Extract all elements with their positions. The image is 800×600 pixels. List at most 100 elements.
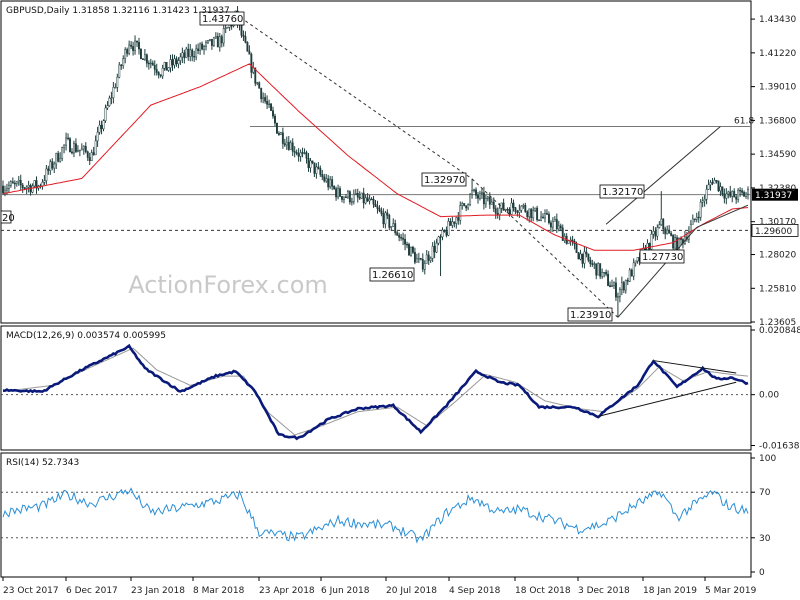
candle-body bbox=[528, 208, 531, 218]
candle-body bbox=[258, 82, 261, 89]
candle-body bbox=[380, 210, 383, 214]
candle-body bbox=[23, 187, 26, 189]
level-box bbox=[751, 223, 799, 237]
candle-body bbox=[423, 263, 426, 270]
x-tick-label: 23 Oct 2017 bbox=[3, 586, 59, 596]
candle-body bbox=[717, 180, 720, 192]
candle-body bbox=[343, 196, 345, 200]
candle-body bbox=[25, 186, 28, 189]
candle-body bbox=[13, 182, 16, 185]
candle-body bbox=[465, 205, 468, 209]
annotation-label: 1.23910 bbox=[570, 310, 611, 321]
candle-body bbox=[727, 191, 730, 195]
moving-average-line bbox=[2, 63, 749, 251]
candle-body bbox=[695, 216, 698, 220]
candle-body bbox=[557, 225, 560, 230]
candle-body bbox=[57, 153, 60, 162]
candle-body bbox=[352, 194, 355, 202]
candle-body bbox=[183, 52, 186, 58]
candle-body bbox=[63, 144, 66, 148]
candle-body bbox=[437, 236, 440, 244]
candle-body bbox=[366, 197, 369, 202]
candle-body bbox=[364, 197, 367, 204]
macd-line bbox=[2, 343, 749, 441]
candle-body bbox=[9, 181, 12, 186]
candle-body bbox=[321, 174, 324, 178]
candle-body bbox=[41, 182, 44, 187]
macd-panel-frame bbox=[0, 325, 752, 451]
candle-body bbox=[518, 210, 521, 213]
candle-body bbox=[53, 163, 56, 169]
candle-body bbox=[652, 231, 655, 235]
candle-body bbox=[595, 263, 598, 276]
candle-body bbox=[100, 124, 103, 130]
candle-body bbox=[473, 189, 475, 192]
candle-body bbox=[112, 87, 115, 99]
trend-lines bbox=[235, 13, 749, 318]
candle-body bbox=[138, 42, 140, 50]
candle-body bbox=[277, 133, 280, 135]
candle-body bbox=[362, 192, 365, 204]
candle-body bbox=[274, 115, 276, 124]
candle-body bbox=[709, 182, 712, 186]
candle-body bbox=[337, 188, 340, 198]
rsi-title: RSI(14) 52.7343 bbox=[6, 458, 79, 468]
annotation-box bbox=[421, 172, 467, 187]
rsi-line bbox=[2, 487, 749, 544]
candle-body bbox=[561, 227, 564, 241]
candle-body bbox=[307, 157, 310, 169]
channel-upper bbox=[605, 126, 721, 225]
candle-body bbox=[86, 151, 89, 158]
macd-tick-label: 0.00 bbox=[759, 391, 779, 401]
candle-body bbox=[7, 185, 10, 189]
candle-body bbox=[207, 40, 209, 43]
candle-body bbox=[305, 152, 308, 159]
candle-body bbox=[254, 67, 257, 84]
candle-body bbox=[559, 225, 562, 229]
candle-body bbox=[208, 38, 211, 41]
candle-body bbox=[666, 229, 669, 235]
candle-body bbox=[104, 107, 107, 121]
price-tick-label: 1.43430 bbox=[759, 15, 796, 25]
candle-body bbox=[348, 191, 351, 203]
candle-body bbox=[406, 243, 408, 246]
candle-body bbox=[711, 182, 714, 184]
fib-label: 61.8 bbox=[734, 116, 754, 126]
price-tick-label: 1.32380 bbox=[759, 184, 796, 194]
annotation-label: 1.26610 bbox=[372, 270, 413, 281]
candle-body bbox=[530, 208, 533, 219]
candle-body bbox=[427, 254, 430, 261]
candle-body bbox=[400, 237, 403, 239]
candle-body bbox=[88, 157, 91, 161]
candle-body bbox=[281, 132, 284, 144]
candle-body bbox=[433, 245, 436, 253]
candle-body bbox=[585, 251, 588, 255]
candle-body bbox=[69, 138, 71, 153]
candle-body bbox=[285, 141, 288, 146]
candle-body bbox=[35, 180, 38, 189]
channel-lower bbox=[696, 204, 749, 228]
candle-body bbox=[691, 218, 694, 225]
candle-body bbox=[108, 97, 111, 106]
candle-body bbox=[508, 209, 511, 215]
candle-body bbox=[524, 204, 527, 212]
rsi-tick-label: 100 bbox=[759, 454, 776, 464]
candle-body bbox=[47, 168, 50, 171]
candle-body bbox=[597, 263, 600, 276]
candle-body bbox=[301, 152, 304, 154]
candle-body bbox=[256, 82, 259, 84]
candle-body bbox=[674, 237, 677, 249]
candle-body bbox=[516, 211, 519, 213]
candle-body bbox=[632, 262, 635, 277]
x-tick-label: 6 Dec 2017 bbox=[66, 586, 118, 596]
candle-body bbox=[214, 36, 217, 39]
rsi-tick-label: 70 bbox=[759, 488, 771, 498]
candle-body bbox=[605, 271, 608, 275]
candle-body bbox=[634, 260, 637, 264]
candle-body bbox=[546, 213, 548, 215]
price-tick-label: 1.30170 bbox=[759, 218, 796, 228]
candle-body bbox=[143, 54, 146, 60]
candle-body bbox=[532, 210, 535, 219]
candle-body bbox=[745, 193, 747, 197]
candle-body bbox=[2, 185, 4, 194]
